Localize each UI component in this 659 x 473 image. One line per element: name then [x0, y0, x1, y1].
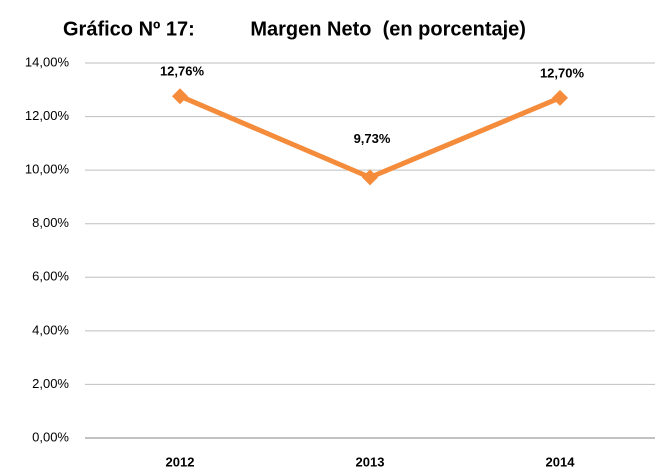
marker [552, 89, 568, 106]
y-tick-label: 0,00% [32, 429, 69, 444]
data-label: 12,76% [160, 64, 205, 79]
x-tick-label: 2012 [166, 454, 195, 469]
data-label: 12,70% [540, 65, 585, 80]
x-tick-label: 2014 [546, 454, 576, 469]
y-tick-label: 12,00% [25, 108, 70, 123]
y-tick-label: 8,00% [32, 215, 69, 230]
marker [172, 88, 188, 105]
y-tick-label: 10,00% [25, 162, 70, 177]
x-tick-label: 2013 [356, 454, 385, 469]
data-label: 9,73% [354, 131, 391, 146]
y-tick-label: 2,00% [32, 376, 69, 391]
marker [362, 169, 378, 186]
chart-title: Gráfico Nº 17: Margen Neto (en porcentaj… [63, 18, 526, 40]
y-tick-label: 14,00% [25, 54, 70, 69]
y-tick-label: 4,00% [32, 322, 69, 337]
y-tick-label: 6,00% [32, 269, 69, 284]
